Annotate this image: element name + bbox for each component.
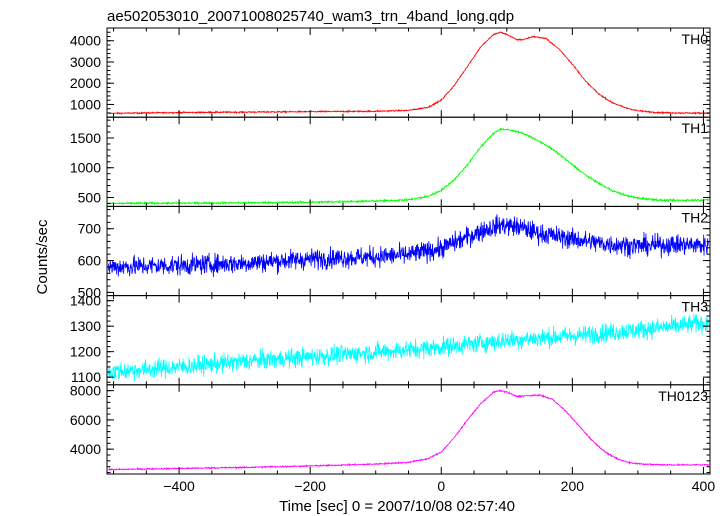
chart-title: ae502053010_20071008025740_wam3_trn_4ban… [107, 8, 514, 25]
y-tick-label: 2000 [70, 75, 101, 91]
series-label: TH3 [682, 299, 709, 315]
panel-th3: 1100 1200 1300 1400 TH3 [70, 293, 711, 386]
series-label: TH1 [682, 120, 709, 136]
y-tick-label: 1400 [70, 293, 101, 309]
y-tick-label: 1200 [70, 344, 101, 360]
panel-th1: 500 1000 1500 TH1 [70, 116, 711, 207]
x-axis-label: Time [sec] 0 = 2007/10/08 02:57:40 [279, 498, 515, 515]
series-label: TH2 [682, 209, 709, 225]
series-label: TH0 [682, 31, 709, 47]
x-tick-label: −200 [294, 478, 326, 494]
series-line-th3 [107, 313, 710, 382]
y-tick-label: 600 [78, 253, 102, 269]
y-tick-label: 1300 [70, 318, 101, 334]
panel-frame [106, 205, 711, 297]
panel-frame [106, 384, 711, 475]
x-tick-label: 0 [437, 478, 445, 494]
series-line-th2 [107, 214, 710, 277]
x-tick-label: −400 [163, 478, 195, 494]
series-line-th0 [108, 31, 709, 116]
panel-th2: 500 600 700 TH2 [78, 205, 711, 300]
y-tick-label: 8000 [70, 383, 101, 399]
x-tick-label: 400 [692, 478, 716, 494]
y-tick-label: 1000 [70, 160, 101, 176]
series-line-th0123 [108, 389, 710, 472]
panel-frame [106, 27, 711, 118]
y-tick-label: 1000 [70, 96, 101, 112]
y-tick-label: 1100 [71, 369, 101, 385]
y-tick-label: 4000 [70, 441, 101, 457]
y-tick-label: 500 [78, 284, 102, 300]
y-tick-label: 700 [78, 221, 102, 237]
panel-frame [106, 295, 711, 386]
series-label: TH0123 [658, 388, 708, 404]
y-tick-label: 6000 [70, 412, 101, 428]
y-tick-label: 1500 [70, 130, 101, 146]
y-tick-label: 3000 [70, 54, 101, 70]
y-tick-label: 500 [78, 189, 102, 205]
series-line-th1 [108, 127, 710, 206]
y-axis-label: Counts/sec [34, 219, 51, 295]
y-tick-label: 4000 [70, 33, 101, 49]
panel-th0: 1000 2000 3000 4000 TH0 [70, 27, 711, 118]
panel-th0123: 4000 6000 8000 TH0123 [70, 383, 711, 475]
x-tick-label: 200 [561, 478, 585, 494]
